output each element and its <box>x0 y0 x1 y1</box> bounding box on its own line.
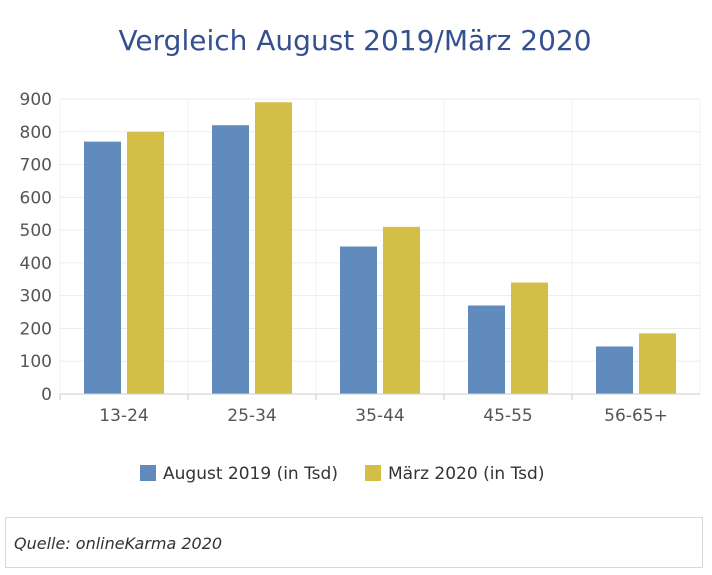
y-tick-label: 200 <box>20 319 52 339</box>
chart-area: Vergleich August 2019/März 2020 0 100 200 3… <box>20 24 701 484</box>
bar-august-2019-25-34 <box>212 125 249 394</box>
bar-maerz-2020-13-24 <box>127 131 164 394</box>
x-tick-label: 56-65+ <box>604 406 668 426</box>
bar-maerz-2020-25-34 <box>255 102 292 395</box>
grid-lines <box>59 98 701 394</box>
chart-title: Vergleich August 2019/März 2020 <box>118 24 591 57</box>
bar-chart: Vergleich August 2019/März 2020 0 100 200 3… <box>20 24 701 484</box>
bar-august-2019-56-65+ <box>596 346 633 394</box>
bar-maerz-2020-45-55 <box>511 282 548 394</box>
y-tick-label: 0 <box>41 385 52 405</box>
x-tick-label: 35-44 <box>355 406 404 426</box>
bar-august-2019-45-55 <box>468 305 505 394</box>
x-tick-label: 45-55 <box>483 406 532 426</box>
y-tick-label: 300 <box>20 287 52 307</box>
legend-swatch-august-2019 <box>140 465 156 481</box>
x-tick-label: 25-34 <box>227 406 276 426</box>
legend: August 2019 (in Tsd) März 2020 (in Tsd) <box>140 464 544 484</box>
y-tick-label: 600 <box>20 188 52 208</box>
y-tick-label: 500 <box>20 221 52 241</box>
x-axis-ticks: 13-24 25-34 35-44 45-55 56-65+ <box>59 394 668 426</box>
y-tick-label: 700 <box>20 156 52 176</box>
bar-maerz-2020-56-65+ <box>639 333 676 394</box>
bars <box>84 102 676 395</box>
legend-label-august-2019: August 2019 (in Tsd) <box>163 464 338 484</box>
bar-august-2019-35-44 <box>340 246 377 394</box>
source-text: Quelle: onlineKarma 2020 <box>14 534 223 553</box>
y-axis-ticks: 0 100 200 300 400 500 600 700 800 900 <box>20 90 52 405</box>
y-tick-label: 900 <box>20 90 52 110</box>
y-tick-label: 800 <box>20 123 52 143</box>
legend-swatch-maerz-2020 <box>365 465 381 481</box>
legend-label-maerz-2020: März 2020 (in Tsd) <box>388 464 544 484</box>
y-tick-label: 100 <box>20 352 52 372</box>
y-tick-label: 400 <box>20 254 52 274</box>
bar-august-2019-13-24 <box>84 141 121 394</box>
x-tick-label: 13-24 <box>99 406 148 426</box>
bar-maerz-2020-35-44 <box>383 226 420 394</box>
source-box: Quelle: onlineKarma 2020 <box>5 517 703 568</box>
